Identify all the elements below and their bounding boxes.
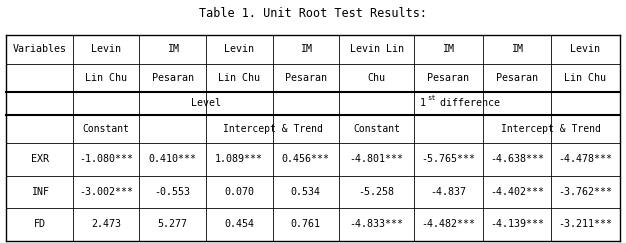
Text: Levin: Levin [224, 44, 254, 54]
Text: -4.801***: -4.801*** [350, 155, 404, 165]
Text: difference: difference [434, 98, 500, 108]
Text: 0.454: 0.454 [224, 219, 254, 229]
Text: IM: IM [511, 44, 523, 54]
Text: 2.473: 2.473 [91, 219, 121, 229]
Text: Variables: Variables [13, 44, 66, 54]
Text: -5.765***: -5.765*** [421, 155, 475, 165]
Text: Level: Level [191, 98, 221, 108]
Text: -3.762***: -3.762*** [558, 187, 612, 197]
Text: Levin: Levin [91, 44, 121, 54]
Text: FD: FD [34, 219, 46, 229]
Text: -4.402***: -4.402*** [490, 187, 544, 197]
Text: IM: IM [443, 44, 454, 54]
Text: Table 1. Unit Root Test Results:: Table 1. Unit Root Test Results: [199, 7, 427, 20]
Text: -0.553: -0.553 [155, 187, 191, 197]
Text: EXR: EXR [31, 155, 49, 165]
Text: Constant: Constant [83, 124, 130, 134]
Text: IM: IM [300, 44, 312, 54]
Text: 0.456***: 0.456*** [282, 155, 330, 165]
Text: Intercept & Trend: Intercept & Trend [501, 124, 601, 134]
Text: Pesaran: Pesaran [151, 73, 193, 83]
Text: -4.482***: -4.482*** [421, 219, 475, 229]
Text: -3.211***: -3.211*** [558, 219, 612, 229]
Text: Lin Chu: Lin Chu [565, 73, 607, 83]
Text: Levin: Levin [570, 44, 600, 54]
Text: -5.258: -5.258 [359, 187, 394, 197]
Text: Chu: Chu [367, 73, 386, 83]
Text: 0.410***: 0.410*** [149, 155, 197, 165]
Text: IM: IM [167, 44, 178, 54]
Text: Pesaran: Pesaran [285, 73, 327, 83]
Text: INF: INF [31, 187, 49, 197]
Text: 0.070: 0.070 [224, 187, 254, 197]
Text: -4.478***: -4.478*** [558, 155, 612, 165]
Text: Pesaran: Pesaran [496, 73, 538, 83]
Text: -1.080***: -1.080*** [79, 155, 133, 165]
Text: -4.638***: -4.638*** [490, 155, 544, 165]
Text: Lin Chu: Lin Chu [85, 73, 127, 83]
Text: -4.837: -4.837 [431, 187, 466, 197]
Text: -3.002***: -3.002*** [79, 187, 133, 197]
Text: Constant: Constant [353, 124, 400, 134]
Text: 0.534: 0.534 [291, 187, 321, 197]
Text: Lin Chu: Lin Chu [218, 73, 260, 83]
Text: Intercept & Trend: Intercept & Trend [223, 124, 322, 134]
Text: Pesaran: Pesaran [428, 73, 470, 83]
Text: 0.761: 0.761 [291, 219, 321, 229]
Text: 1.089***: 1.089*** [215, 155, 264, 165]
Text: -4.139***: -4.139*** [490, 219, 544, 229]
Text: 1: 1 [420, 98, 426, 108]
Text: 5.277: 5.277 [158, 219, 188, 229]
Text: st: st [428, 95, 436, 101]
Text: Levin Lin: Levin Lin [350, 44, 404, 54]
Text: -4.833***: -4.833*** [350, 219, 404, 229]
